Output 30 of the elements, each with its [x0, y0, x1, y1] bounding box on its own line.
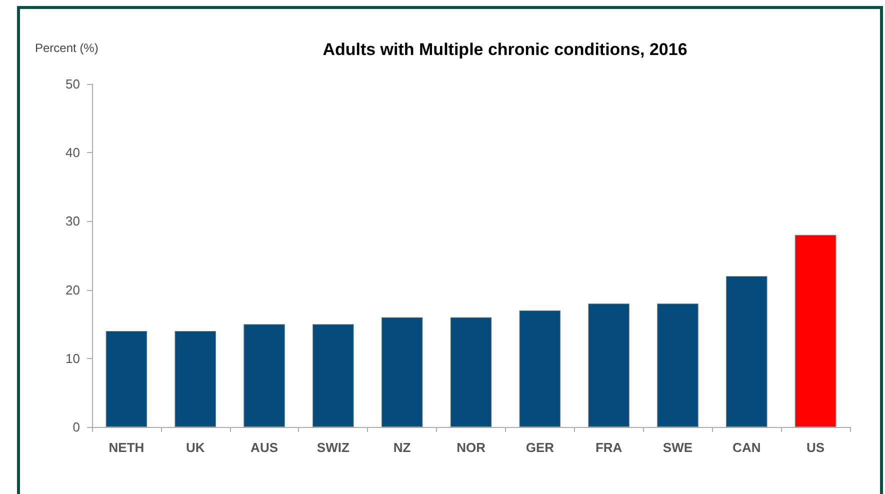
- y-tick-label: 30: [66, 214, 80, 229]
- y-tick-label: 0: [72, 420, 80, 434]
- x-tick-label: GER: [526, 440, 555, 455]
- y-tick-label: 10: [66, 350, 80, 366]
- x-tick-label: SWE: [662, 440, 693, 455]
- bar: [244, 324, 285, 427]
- bar: [312, 324, 354, 427]
- bar: [794, 234, 836, 427]
- x-tick-label: FRA: [595, 440, 623, 455]
- x-tick-label: NZ: [393, 440, 411, 455]
- chart-title: Adults with Multiple chronic conditions, 2016: [322, 40, 688, 59]
- bar: [174, 330, 216, 427]
- x-tick-label: SWIZ: [316, 440, 350, 455]
- x-tick-label: NETH: [108, 440, 144, 455]
- x-tick-label: UK: [186, 440, 206, 455]
- y-tick-label: 50: [66, 76, 80, 92]
- x-tick-label: NOR: [456, 440, 486, 455]
- bar: [519, 310, 561, 427]
- bar: [657, 304, 698, 427]
- y-tick-label: 20: [66, 282, 80, 298]
- bar: [106, 330, 148, 427]
- x-tick-label: AUS: [250, 440, 278, 455]
- x-tick-label: CAN: [732, 440, 761, 455]
- x-tick-label: US: [806, 440, 825, 455]
- bar: [381, 317, 423, 427]
- bar: [450, 317, 492, 427]
- bar: [588, 304, 630, 427]
- y-axis-title: Percent (%): [35, 41, 98, 55]
- bar: [726, 276, 768, 427]
- y-tick-label: 40: [66, 145, 80, 160]
